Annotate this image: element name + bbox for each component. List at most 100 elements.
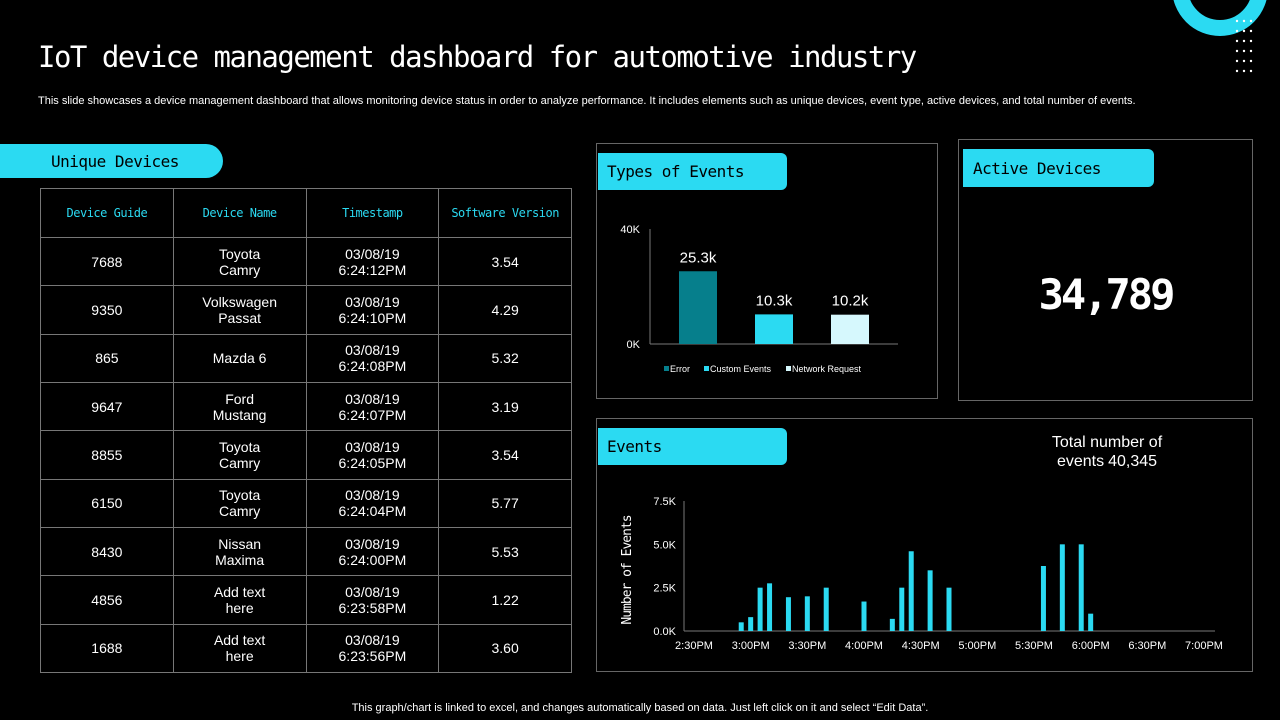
device-name-text: Nissan Maxima	[215, 535, 265, 568]
device-guide-cell: 9647	[40, 381, 174, 432]
software-version-cell: 3.54	[438, 236, 572, 287]
data-label: 25.3k	[680, 249, 717, 266]
table-header-row: Device Guide Device Name Timestamp Softw…	[40, 188, 572, 238]
device-name-cell: Mazda 6	[172, 333, 307, 383]
device-name-text: Mazda 6	[212, 350, 267, 367]
column-header-device-name: Device Name	[172, 188, 307, 238]
device-name-text: Toyota Camry	[219, 487, 261, 520]
y-tick-label: 0.0K	[653, 626, 676, 638]
legend-swatch	[786, 366, 791, 371]
types-of-events-panel	[596, 143, 938, 399]
data-label: 10.3k	[756, 292, 793, 309]
x-tick-label: 4:00PM	[845, 640, 883, 652]
timestamp-date: 03/08/19	[345, 583, 400, 600]
software-version-cell: 3.54	[438, 430, 572, 480]
timestamp-cell: 03/08/19 6:24:08PM	[305, 333, 440, 383]
timestamp-time: 6:23:58PM	[338, 599, 407, 616]
event-bar	[861, 601, 867, 631]
event-bar	[738, 622, 744, 631]
device-name-cell: Toyota Camry	[172, 236, 307, 287]
table-row: 8855 Toyota Camry 03/08/19 6:24:05PM 3.54	[40, 430, 572, 480]
timestamp-time: 6:24:00PM	[338, 551, 407, 568]
event-bar	[785, 597, 791, 631]
event-bar	[804, 596, 810, 631]
device-name-cell: Ford Mustang	[172, 381, 307, 432]
timestamp-cell: 03/08/19 6:24:12PM	[305, 236, 440, 287]
timestamp-date: 03/08/19	[345, 390, 400, 407]
event-bar	[767, 583, 773, 631]
legend-label: Custom Events	[710, 364, 772, 374]
x-tick-label: 5:30PM	[1015, 640, 1053, 652]
data-label: 10.2k	[832, 293, 869, 310]
types-of-events-header: Types of Events	[598, 153, 787, 190]
events-total-value: 40,345	[1108, 453, 1158, 470]
y-tick-label: 7.5K	[653, 496, 676, 508]
device-name-text: Volkswagen Passat	[202, 293, 277, 326]
column-header-timestamp: Timestamp	[305, 188, 440, 238]
timestamp-date: 03/08/19	[345, 438, 400, 455]
unique-devices-table: Device Guide Device Name Timestamp Softw…	[40, 188, 572, 674]
event-bar	[823, 587, 829, 631]
device-name-text: Ford Mustang	[212, 390, 267, 423]
timestamp-date: 03/08/19	[345, 632, 400, 649]
page-subtitle: This slide showcases a device management…	[38, 95, 1136, 107]
x-tick-label: 6:30PM	[1128, 640, 1166, 652]
event-bar	[1078, 544, 1084, 631]
table-row: 8430 Nissan Maxima 03/08/19 6:24:00PM 5.53	[40, 526, 572, 577]
unique-devices-header: Unique Devices	[0, 144, 223, 178]
events-total-label: Total number of events	[1051, 434, 1163, 470]
software-version-cell: 1.22	[438, 575, 572, 625]
device-name-text: Toyota Camry	[219, 245, 261, 278]
event-bar	[889, 618, 895, 631]
device-name-cell: Volkswagen Passat	[172, 285, 307, 335]
active-devices-value: 34,789	[1038, 270, 1176, 319]
timestamp-date: 03/08/19	[345, 535, 400, 552]
events-total: Total number of events 40,345	[1030, 433, 1184, 471]
device-guide-cell: 7688	[40, 236, 174, 287]
table-body: 7688 Toyota Camry 03/08/19 6:24:12PM 3.54 935…	[40, 236, 572, 674]
device-name-text: Add text here	[213, 583, 266, 616]
event-bar	[927, 570, 933, 631]
timestamp-cell: 03/08/19 6:23:58PM	[305, 575, 440, 625]
event-bar	[946, 587, 952, 631]
x-tick-label: 5:00PM	[958, 640, 996, 652]
table-row: 9350 Volkswagen Passat 03/08/19 6:24:10PM 4.…	[40, 285, 572, 335]
event-bar	[1059, 544, 1065, 631]
bar-error	[679, 271, 717, 344]
page-title: IoT device management dashboard for auto…	[38, 40, 917, 74]
device-name-text: Toyota Camry	[219, 438, 261, 471]
timestamp-cell: 03/08/19 6:23:56PM	[305, 623, 440, 674]
timestamp-time: 6:23:56PM	[338, 648, 407, 665]
timestamp-time: 6:24:08PM	[338, 358, 407, 375]
timestamp-time: 6:24:05PM	[338, 454, 407, 471]
column-header-device-guide: Device Guide	[40, 188, 174, 238]
y-tick-label: 5.0K	[653, 539, 676, 551]
event-bar	[1040, 566, 1046, 631]
event-bar	[899, 587, 905, 631]
software-version-cell: 5.53	[438, 526, 572, 577]
device-name-text: Add text here	[213, 632, 266, 665]
event-bar	[757, 587, 763, 631]
active-devices-header: Active Devices	[963, 149, 1154, 187]
bar-network-request	[831, 314, 869, 344]
footer-note: This graph/chart is linked to excel, and…	[351, 702, 929, 714]
legend-swatch	[704, 366, 709, 371]
timestamp-time: 6:24:04PM	[338, 503, 407, 520]
y-axis-label: Number of Events	[620, 515, 635, 624]
legend-label: Network Request	[792, 364, 862, 374]
x-tick-label: 4:30PM	[902, 640, 940, 652]
y-tick-label: 2.5K	[653, 583, 676, 595]
timestamp-cell: 03/08/19 6:24:00PM	[305, 526, 440, 577]
x-tick-label: 7:00PM	[1185, 640, 1223, 652]
timestamp-date: 03/08/19	[345, 293, 400, 310]
timestamp-time: 6:24:12PM	[338, 261, 407, 278]
device-guide-cell: 8855	[40, 430, 174, 480]
software-version-cell: 5.32	[438, 333, 572, 383]
timestamp-cell: 03/08/19 6:24:07PM	[305, 381, 440, 432]
software-version-cell: 3.60	[438, 623, 572, 674]
device-guide-cell: 8430	[40, 526, 174, 577]
event-bar	[1088, 613, 1094, 631]
timestamp-date: 03/08/19	[345, 342, 400, 359]
